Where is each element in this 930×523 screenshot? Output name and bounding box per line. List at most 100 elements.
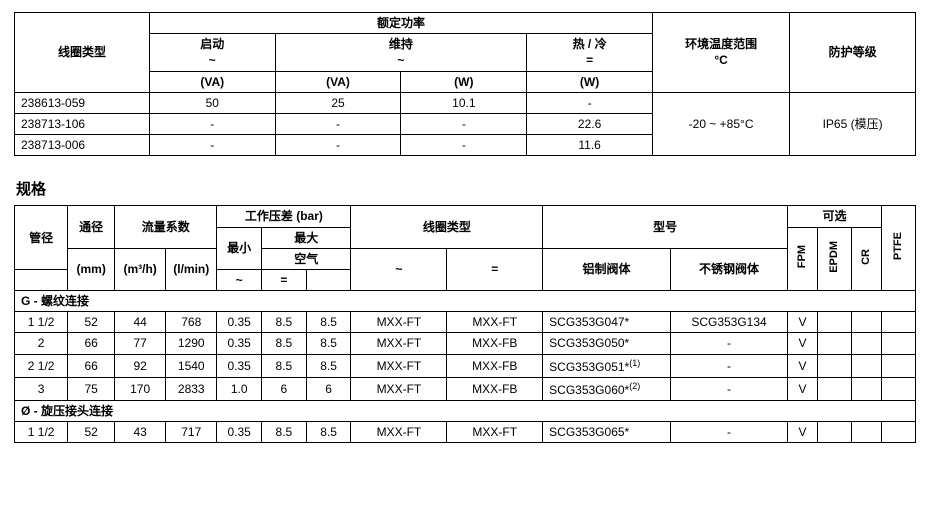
c-fpm: V xyxy=(788,422,818,443)
hdr-fpm: FPM xyxy=(788,227,818,291)
c-ss: - xyxy=(670,422,787,443)
c-cr xyxy=(851,422,881,443)
hdr-air: 空气 xyxy=(262,248,351,269)
c-ss: - xyxy=(670,377,787,400)
hdr-flow: 流量系数 xyxy=(115,206,217,248)
c-coilb: MXX-FB xyxy=(447,333,543,354)
c-coilb: MXX-FT xyxy=(447,312,543,333)
hdr-ambient-label: 环境温度范围 xyxy=(685,37,757,51)
c-coilb: MXX-FB xyxy=(447,377,543,400)
cell-startva: - xyxy=(149,135,275,156)
cell-hcw: - xyxy=(527,92,653,113)
c-al: SCG353G047* xyxy=(543,312,671,333)
group-label: G - 螺纹连接 xyxy=(15,291,916,312)
c-coila: MXX-FT xyxy=(351,354,447,377)
c-mm: 66 xyxy=(68,333,115,354)
c-ptfe xyxy=(881,422,915,443)
hdr-coil-type: 线圈类型 xyxy=(15,13,150,93)
hdr-hotcold-label: 热 / 冷 xyxy=(573,37,607,51)
cell-protection: IP65 (模压) xyxy=(790,92,916,156)
group-row: G - 螺纹连接 xyxy=(15,291,916,312)
cell-holdva: 25 xyxy=(275,92,401,113)
c-cr xyxy=(851,312,881,333)
hdr-hold-va: (VA) xyxy=(275,71,401,92)
c-m3h: 43 xyxy=(115,422,166,443)
c-maxb: 6 xyxy=(306,377,351,400)
c-mm: 52 xyxy=(68,422,115,443)
hdr-epdm-label: EPDM xyxy=(829,241,840,273)
table-row: 238613-059 50 25 10.1 - -20 ~ +85°C IP65… xyxy=(15,92,916,113)
hdr-cr-label: CR xyxy=(861,249,872,265)
c-lmin: 1540 xyxy=(166,354,217,377)
hdr-start-label: 启动 xyxy=(200,37,224,51)
hdr-max-dc: = xyxy=(262,269,307,290)
table-row: 3 75 170 2833 1.0 6 6 MXX-FT MXX-FB SCG3… xyxy=(15,377,916,400)
hdr-dia: 通径 xyxy=(68,206,115,248)
table-row: 2 1/2 66 92 1540 0.35 8.5 8.5 MXX-FT MXX… xyxy=(15,354,916,377)
c-fpm: V xyxy=(788,377,818,400)
hdr-model: 型号 xyxy=(543,206,788,248)
c-maxa: 8.5 xyxy=(262,312,307,333)
hdr-ptfe-label: PTFE xyxy=(893,232,904,260)
cell-ambient: -20 ~ +85°C xyxy=(652,92,789,156)
c-al: SCG353G065* xyxy=(543,422,671,443)
c-pipe: 3 xyxy=(15,377,68,400)
hdr-ambient-unit: °C xyxy=(714,53,727,67)
cell-id: 238713-006 xyxy=(15,135,150,156)
hdr-epdm: EPDM xyxy=(817,227,851,291)
c-cr xyxy=(851,377,881,400)
c-ss: - xyxy=(670,354,787,377)
group-label: Ø - 旋压接头连接 xyxy=(15,401,916,422)
c-maxa: 6 xyxy=(262,377,307,400)
spec-table: 管径 通径 流量系数 工作压差 (bar) 线圈类型 型号 可选 PTFE 最小… xyxy=(14,205,916,443)
cell-startva: - xyxy=(149,113,275,134)
hdr-protection: 防护等级 xyxy=(790,13,916,93)
hdr-cr: CR xyxy=(851,227,881,291)
hdr-rated-power: 额定功率 xyxy=(149,13,652,34)
coil-power-table: 线圈类型 额定功率 环境温度范围 °C 防护等级 启动 ~ 维持 ~ 热 / 冷… xyxy=(14,12,916,156)
hdr-optional: 可选 xyxy=(788,206,882,227)
c-fpm: V xyxy=(788,354,818,377)
c-maxa: 8.5 xyxy=(262,354,307,377)
hdr-max: 最大 xyxy=(262,227,351,248)
cell-holdw: 10.1 xyxy=(401,92,527,113)
c-mm: 66 xyxy=(68,354,115,377)
cell-holdw: - xyxy=(401,113,527,134)
c-coilb: MXX-FT xyxy=(447,422,543,443)
c-m3h: 44 xyxy=(115,312,166,333)
hdr-hotcold: 热 / 冷 = xyxy=(527,34,653,71)
c-lmin: 1290 xyxy=(166,333,217,354)
c-maxb: 8.5 xyxy=(306,312,351,333)
c-maxb: 8.5 xyxy=(306,354,351,377)
hdr-lmin: (l/min) xyxy=(166,248,217,290)
group-row: Ø - 旋压接头连接 xyxy=(15,401,916,422)
c-min: 0.35 xyxy=(217,422,262,443)
hdr-hold-sub: ~ xyxy=(397,53,404,67)
c-coila: MXX-FT xyxy=(351,377,447,400)
hdr-pipe: 管径 xyxy=(15,206,68,270)
hdr-ambient: 环境温度范围 °C xyxy=(652,13,789,93)
c-epdm xyxy=(817,377,851,400)
c-al: SCG353G060*(2) xyxy=(543,377,671,400)
cell-holdva: - xyxy=(275,113,401,134)
hdr-start-sub: ~ xyxy=(209,53,216,67)
c-pipe: 2 xyxy=(15,333,68,354)
hdr-coil: 线圈类型 xyxy=(351,206,543,248)
hdr-hold-label: 维持 xyxy=(389,37,413,51)
c-pipe: 2 1/2 xyxy=(15,354,68,377)
c-cr xyxy=(851,333,881,354)
c-coilb: MXX-FB xyxy=(447,354,543,377)
c-epdm xyxy=(817,312,851,333)
hdr-al: 铝制阀体 xyxy=(543,248,671,290)
c-ss: SCG353G134 xyxy=(670,312,787,333)
c-m3h: 170 xyxy=(115,377,166,400)
c-al: SCG353G050* xyxy=(543,333,671,354)
table-row: 2 66 77 1290 0.35 8.5 8.5 MXX-FT MXX-FB … xyxy=(15,333,916,354)
c-lmin: 2833 xyxy=(166,377,217,400)
c-coila: MXX-FT xyxy=(351,333,447,354)
c-coila: MXX-FT xyxy=(351,312,447,333)
hdr-mm: (mm) xyxy=(68,248,115,290)
c-ptfe xyxy=(881,333,915,354)
c-min: 0.35 xyxy=(217,354,262,377)
c-epdm xyxy=(817,354,851,377)
